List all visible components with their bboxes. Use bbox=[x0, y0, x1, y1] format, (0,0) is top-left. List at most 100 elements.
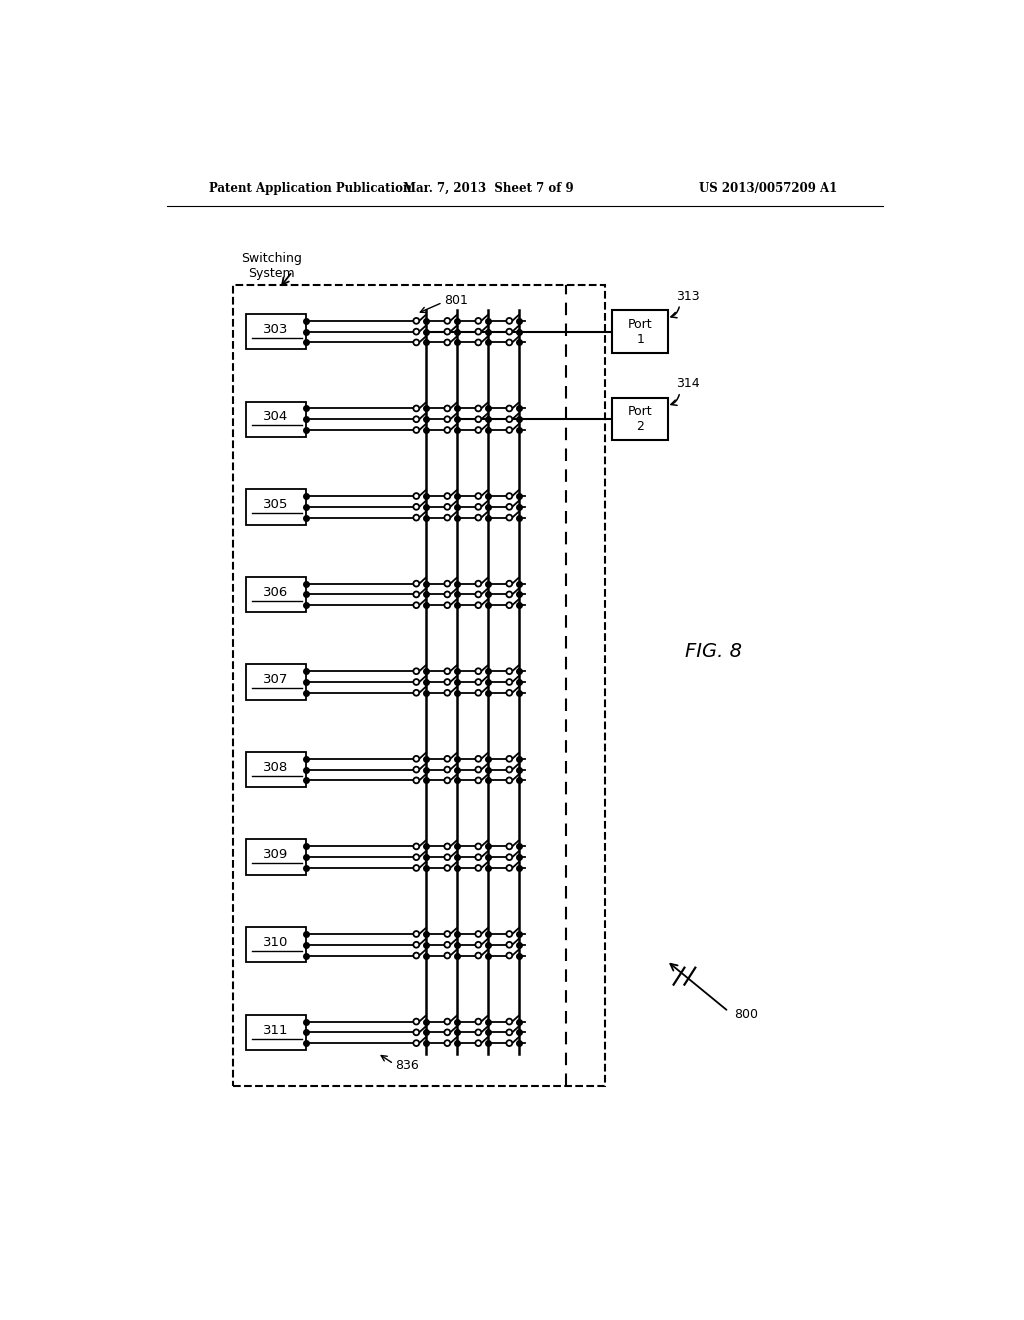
FancyBboxPatch shape bbox=[246, 577, 306, 612]
Circle shape bbox=[506, 602, 512, 609]
Circle shape bbox=[475, 329, 481, 334]
Circle shape bbox=[506, 1030, 512, 1035]
Circle shape bbox=[414, 942, 419, 948]
Circle shape bbox=[444, 668, 451, 675]
FancyBboxPatch shape bbox=[612, 399, 669, 441]
Circle shape bbox=[475, 602, 481, 609]
Circle shape bbox=[475, 865, 481, 871]
Circle shape bbox=[414, 777, 419, 783]
Circle shape bbox=[475, 494, 481, 499]
Circle shape bbox=[475, 1019, 481, 1024]
Circle shape bbox=[475, 428, 481, 433]
Circle shape bbox=[444, 515, 451, 520]
Text: 307: 307 bbox=[263, 673, 289, 686]
Circle shape bbox=[444, 405, 451, 412]
Circle shape bbox=[475, 678, 481, 685]
Circle shape bbox=[414, 602, 419, 609]
Circle shape bbox=[506, 581, 512, 586]
Circle shape bbox=[414, 843, 419, 849]
Text: 311: 311 bbox=[263, 1023, 289, 1036]
Text: 305: 305 bbox=[263, 498, 289, 511]
Circle shape bbox=[414, 494, 419, 499]
Circle shape bbox=[475, 1030, 481, 1035]
Circle shape bbox=[506, 339, 512, 346]
Circle shape bbox=[444, 329, 451, 334]
Circle shape bbox=[506, 690, 512, 696]
Text: Patent Application Publication: Patent Application Publication bbox=[209, 182, 412, 194]
Circle shape bbox=[475, 756, 481, 762]
Circle shape bbox=[475, 931, 481, 937]
Circle shape bbox=[444, 504, 451, 510]
Circle shape bbox=[475, 854, 481, 861]
Text: FIG. 8: FIG. 8 bbox=[685, 642, 741, 661]
Circle shape bbox=[506, 843, 512, 849]
Circle shape bbox=[414, 756, 419, 762]
Circle shape bbox=[506, 318, 512, 323]
Text: 303: 303 bbox=[263, 323, 289, 335]
Circle shape bbox=[414, 405, 419, 412]
Circle shape bbox=[475, 416, 481, 422]
Circle shape bbox=[475, 953, 481, 958]
Circle shape bbox=[414, 428, 419, 433]
Text: 304: 304 bbox=[263, 411, 289, 424]
Text: Mar. 7, 2013  Sheet 7 of 9: Mar. 7, 2013 Sheet 7 of 9 bbox=[403, 182, 573, 194]
Circle shape bbox=[414, 581, 419, 586]
Circle shape bbox=[444, 678, 451, 685]
Circle shape bbox=[414, 1030, 419, 1035]
Circle shape bbox=[414, 1019, 419, 1024]
FancyBboxPatch shape bbox=[246, 840, 306, 875]
Circle shape bbox=[506, 756, 512, 762]
Circle shape bbox=[414, 931, 419, 937]
Circle shape bbox=[506, 942, 512, 948]
Circle shape bbox=[414, 339, 419, 346]
Circle shape bbox=[414, 318, 419, 323]
Text: 309: 309 bbox=[263, 849, 289, 862]
Circle shape bbox=[475, 318, 481, 323]
Circle shape bbox=[444, 690, 451, 696]
Circle shape bbox=[475, 1040, 481, 1045]
Bar bbox=[232, 285, 604, 1086]
Circle shape bbox=[444, 854, 451, 861]
Circle shape bbox=[444, 602, 451, 609]
Circle shape bbox=[414, 678, 419, 685]
Text: 800: 800 bbox=[734, 1008, 758, 1022]
Circle shape bbox=[506, 1040, 512, 1045]
Circle shape bbox=[414, 504, 419, 510]
Circle shape bbox=[444, 318, 451, 323]
Circle shape bbox=[414, 854, 419, 861]
Circle shape bbox=[475, 777, 481, 783]
Circle shape bbox=[444, 756, 451, 762]
Circle shape bbox=[444, 953, 451, 958]
Circle shape bbox=[444, 931, 451, 937]
Circle shape bbox=[506, 767, 512, 772]
Circle shape bbox=[506, 428, 512, 433]
Circle shape bbox=[414, 953, 419, 958]
Circle shape bbox=[444, 767, 451, 772]
Circle shape bbox=[414, 1040, 419, 1045]
FancyBboxPatch shape bbox=[246, 752, 306, 787]
Circle shape bbox=[475, 339, 481, 346]
Circle shape bbox=[475, 942, 481, 948]
Circle shape bbox=[475, 843, 481, 849]
Circle shape bbox=[506, 504, 512, 510]
Circle shape bbox=[506, 854, 512, 861]
Circle shape bbox=[506, 678, 512, 685]
Circle shape bbox=[506, 329, 512, 334]
Circle shape bbox=[475, 504, 481, 510]
Circle shape bbox=[475, 581, 481, 586]
Circle shape bbox=[506, 668, 512, 675]
Circle shape bbox=[506, 777, 512, 783]
Circle shape bbox=[444, 843, 451, 849]
Circle shape bbox=[414, 591, 419, 598]
Circle shape bbox=[444, 1030, 451, 1035]
Circle shape bbox=[506, 405, 512, 412]
Circle shape bbox=[475, 591, 481, 598]
Text: Port
1: Port 1 bbox=[628, 318, 652, 346]
Circle shape bbox=[414, 515, 419, 520]
Circle shape bbox=[506, 515, 512, 520]
Circle shape bbox=[444, 591, 451, 598]
Circle shape bbox=[444, 339, 451, 346]
Text: 801: 801 bbox=[444, 294, 468, 308]
FancyBboxPatch shape bbox=[246, 927, 306, 962]
Circle shape bbox=[475, 515, 481, 520]
